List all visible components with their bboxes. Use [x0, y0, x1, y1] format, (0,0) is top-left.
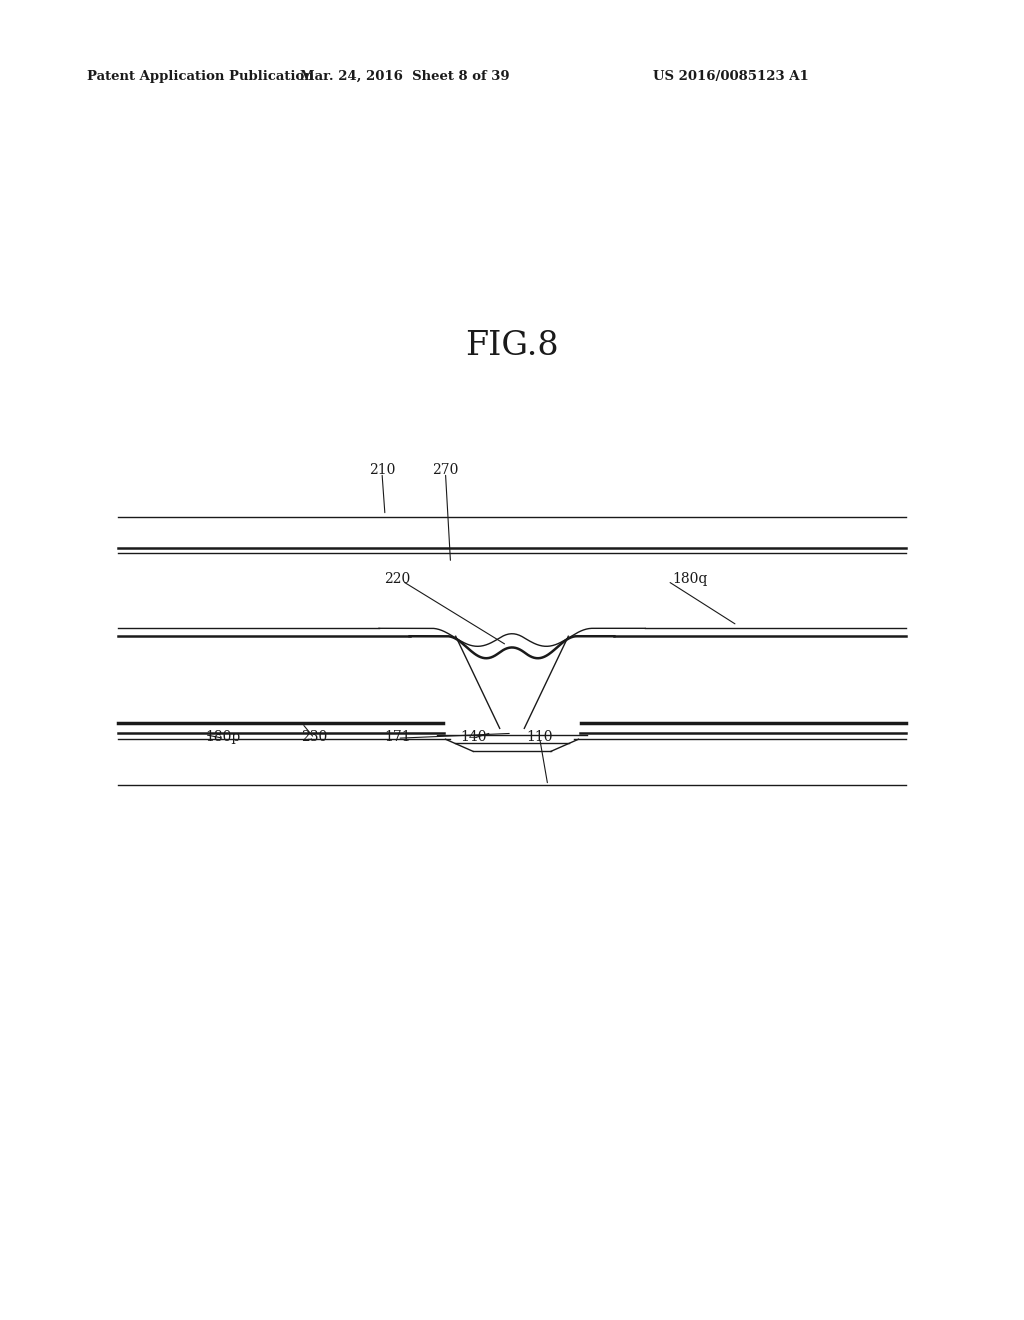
Text: 180q: 180q	[673, 572, 709, 586]
Text: Patent Application Publication: Patent Application Publication	[87, 70, 313, 83]
Text: 220: 220	[384, 572, 411, 586]
Text: Mar. 24, 2016  Sheet 8 of 39: Mar. 24, 2016 Sheet 8 of 39	[300, 70, 509, 83]
Text: 270: 270	[432, 462, 459, 477]
Text: 210: 210	[369, 462, 395, 477]
Text: 140: 140	[460, 730, 486, 744]
Text: US 2016/0085123 A1: US 2016/0085123 A1	[653, 70, 809, 83]
Text: FIG.8: FIG.8	[465, 330, 559, 362]
Text: 171: 171	[384, 730, 411, 744]
Text: 180p: 180p	[206, 730, 241, 744]
Text: 110: 110	[526, 730, 553, 744]
Text: 230: 230	[301, 730, 328, 744]
